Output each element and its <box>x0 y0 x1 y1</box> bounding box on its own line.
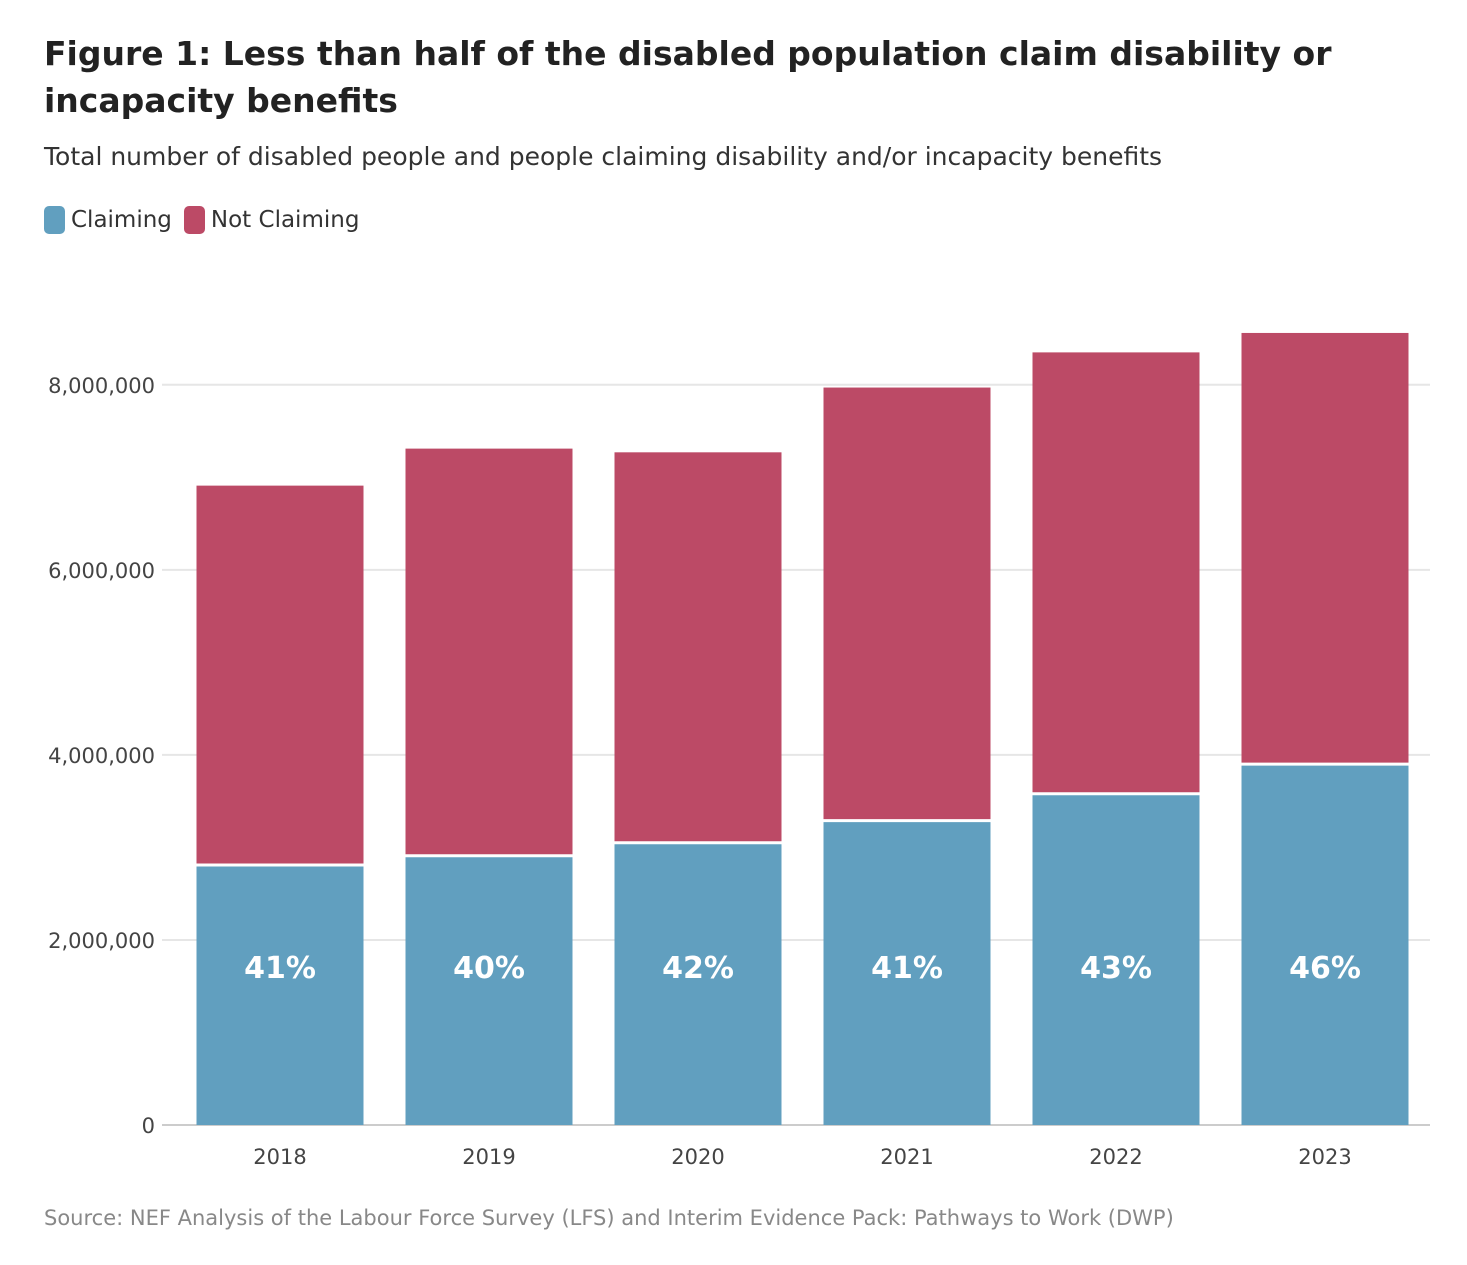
source-note: Source: NEF Analysis of the Labour Force… <box>44 1206 1174 1230</box>
y-tick-label: 6,000,000 <box>48 559 155 583</box>
chart-title: Figure 1: Less than half of the disabled… <box>44 34 1332 120</box>
bar-data-label: 41% <box>871 951 943 986</box>
bar-data-label: 43% <box>1080 951 1152 986</box>
legend-item-claiming[interactable]: Claiming <box>44 206 172 234</box>
bar-claiming <box>1241 764 1409 1125</box>
bar-claiming <box>823 820 991 1125</box>
x-tick-label: 2023 <box>1298 1145 1351 1169</box>
bar-data-label: 41% <box>244 951 316 986</box>
legend-item-not-claiming[interactable]: Not Claiming <box>183 206 360 234</box>
bar-data-label: 40% <box>453 951 525 986</box>
y-tick-label: 0 <box>142 1114 155 1138</box>
chart-subtitle: Total number of disabled people and peop… <box>44 142 1163 171</box>
y-tick-label: 2,000,000 <box>48 929 155 953</box>
x-tick-label: 2021 <box>880 1145 933 1169</box>
bar-not-claiming <box>196 485 364 865</box>
x-tick-label: 2020 <box>671 1145 724 1169</box>
legend-label-not-claiming: Not Claiming <box>210 207 360 233</box>
bar-data-label: 42% <box>662 951 734 986</box>
legend: Claiming Not Claiming <box>44 206 371 234</box>
bar-claiming <box>405 855 573 1125</box>
bar-data-label: 46% <box>1289 951 1361 986</box>
legend-swatch-claiming <box>44 206 65 234</box>
bar-not-claiming <box>405 448 573 856</box>
legend-label-claiming: Claiming <box>71 207 172 233</box>
bar-not-claiming <box>614 452 782 843</box>
bar-not-claiming <box>1241 332 1409 765</box>
legend-swatch-not-claiming <box>183 206 205 234</box>
y-tick-label: 4,000,000 <box>48 744 155 768</box>
x-tick-label: 2022 <box>1089 1145 1142 1169</box>
bar-claiming <box>614 842 782 1125</box>
bar-claiming <box>1032 793 1200 1125</box>
bar-not-claiming <box>1032 352 1200 794</box>
y-tick-label: 8,000,000 <box>48 374 155 398</box>
x-tick-label: 2018 <box>253 1145 306 1169</box>
x-tick-label: 2019 <box>462 1145 515 1169</box>
bar-claiming <box>196 864 364 1125</box>
bar-not-claiming <box>823 387 991 821</box>
